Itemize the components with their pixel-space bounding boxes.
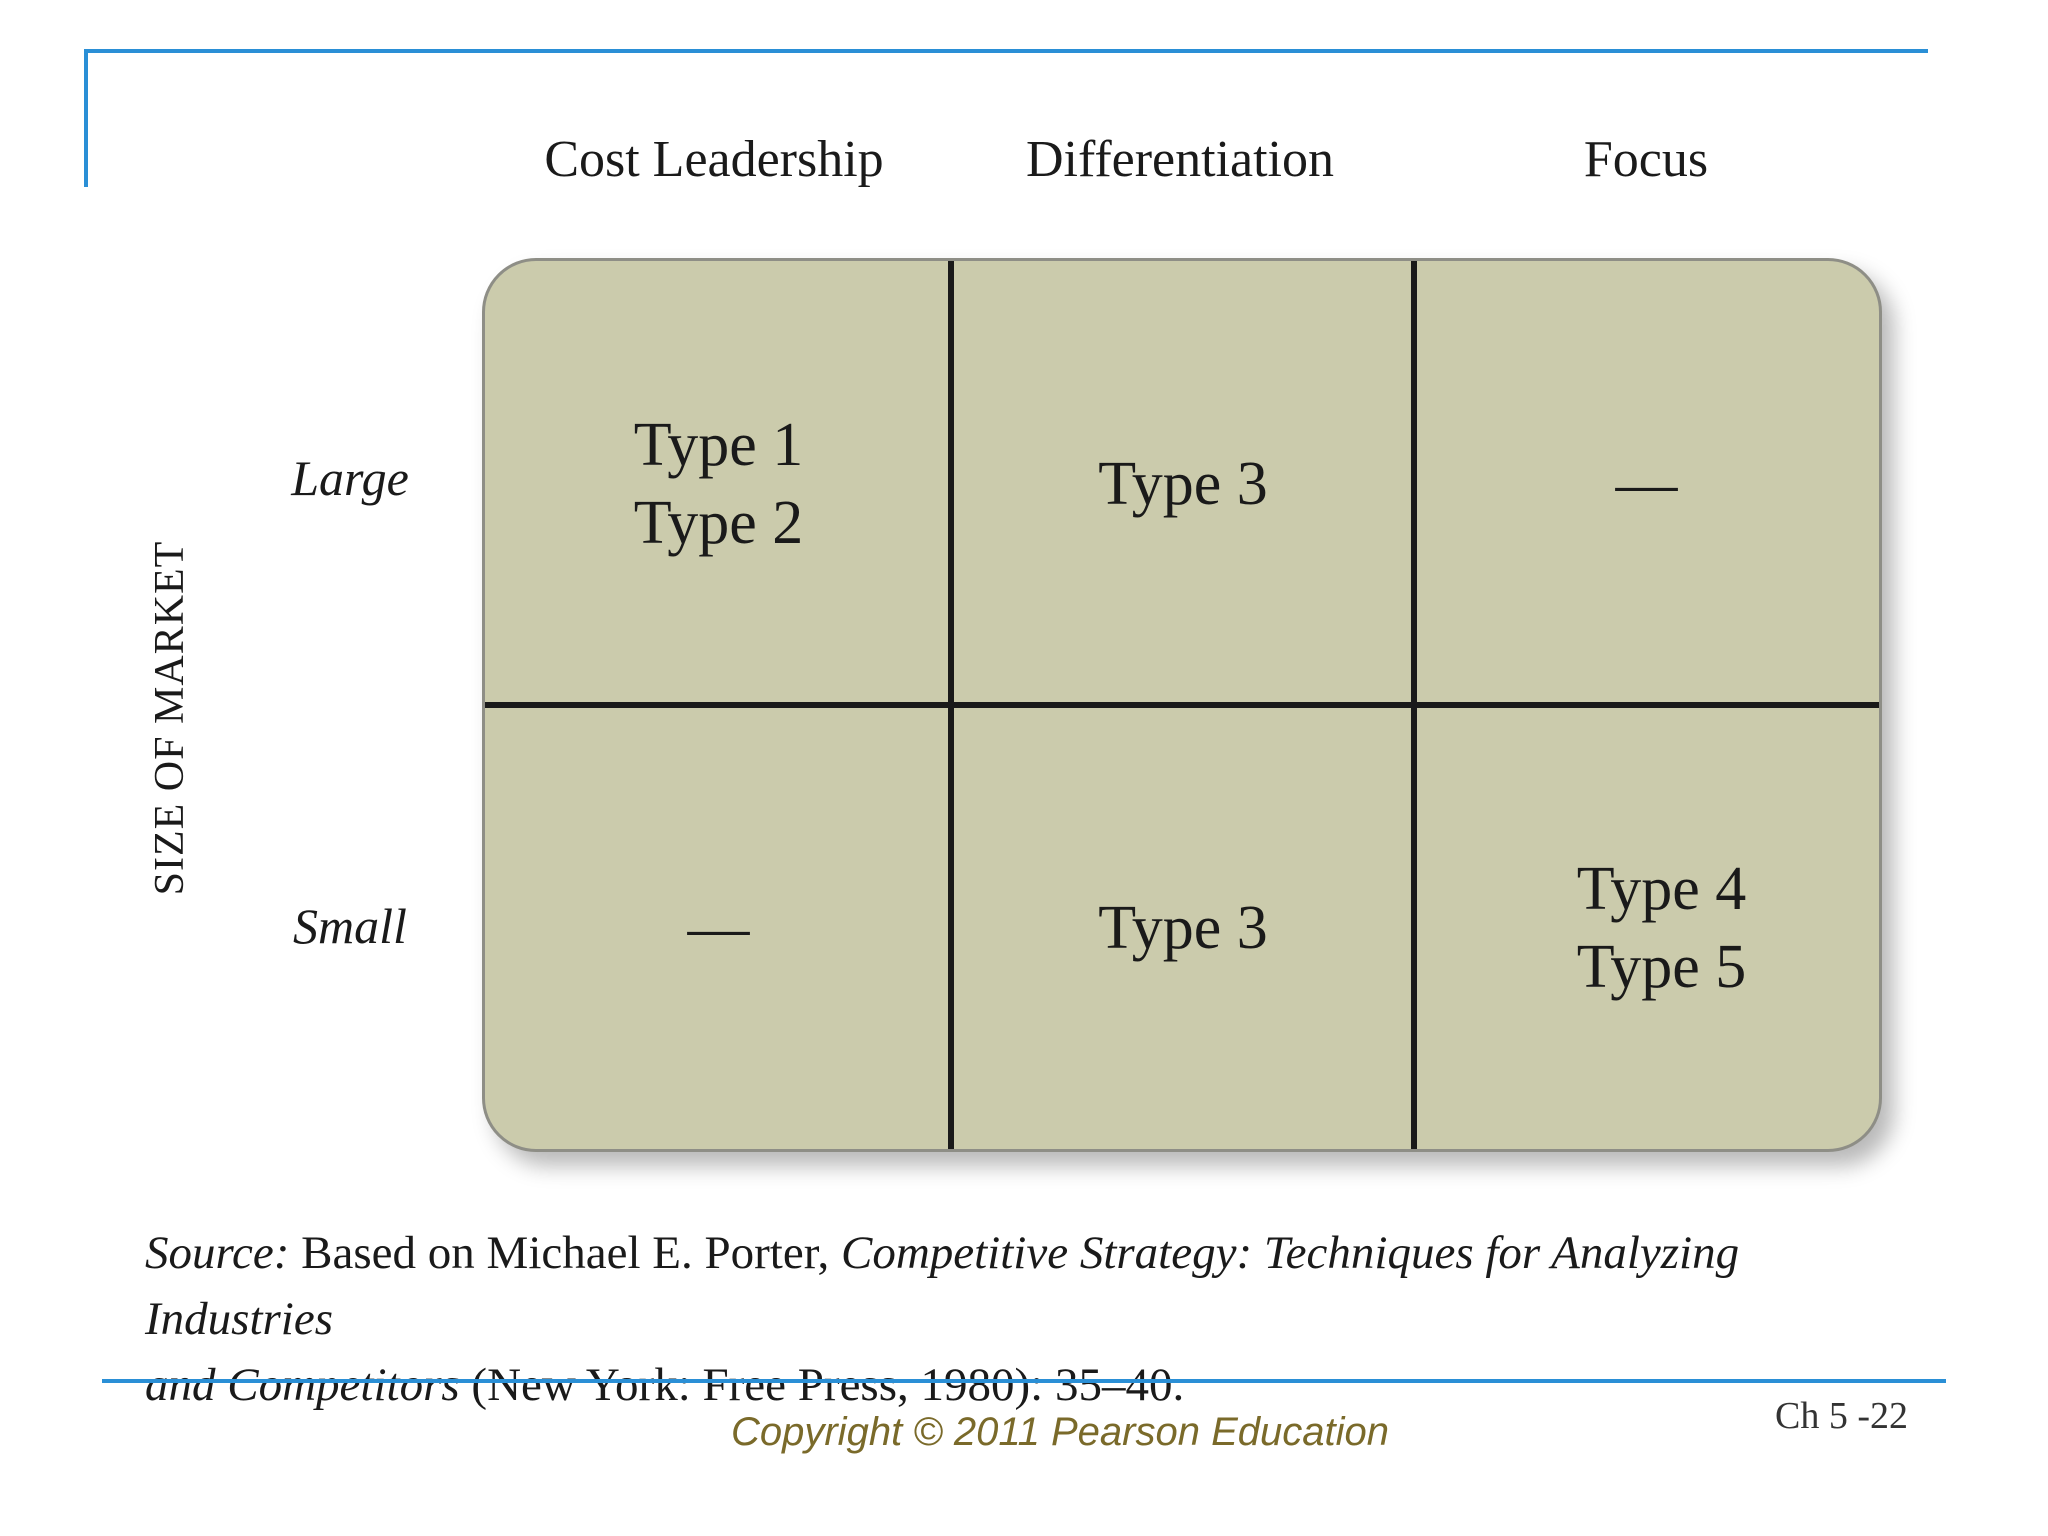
row-label-large: Large [291,450,409,506]
grid-divider-horizontal [485,702,1879,708]
cell-entry: Type 4 [1576,854,1747,923]
copyright-notice: Copyright © 2011 Pearson Education [730,1410,1390,1454]
source-prefix: Source: [145,1227,290,1279]
matrix-cell-large-cost-leadership: Type 1 Type 2 [485,261,952,706]
column-header-cost-leadership: Cost Leadership [544,131,884,188]
source-book-title: Competitive Strategy: Techniques for Ana… [145,1227,1740,1345]
column-header-focus: Focus [1583,131,1709,188]
column-header-differentiation: Differentiation [1025,131,1335,188]
cell-entry: Type 5 [1576,932,1747,1001]
source-text: Based on Michael E. Porter, [289,1227,841,1279]
cell-entry: Type 3 [1098,893,1268,962]
matrix-cell-small-differentiation: Type 3 [952,706,1414,1149]
row-label-small: Small [293,898,407,954]
bottom-rule [102,1379,1946,1383]
matrix-cell-small-cost-leadership: — [485,706,952,1149]
source-book-title-cont: and Competitors [145,1359,460,1411]
cell-entry: Type 3 [1098,449,1268,518]
cell-entry: Type 1 [633,410,804,479]
left-rule [84,49,88,187]
source-citation: Source: Based on Michael E. Porter, Comp… [145,1220,1925,1418]
strategy-matrix: Type 1 Type 2 Type 3 — — Type 3 Type 4 T… [482,258,1882,1152]
top-rule [84,49,1928,53]
cell-entry: Type 2 [633,488,804,557]
matrix-cell-large-differentiation: Type 3 [952,261,1414,706]
source-publication: (New York: Free Press, 1980): 35–40. [459,1359,1185,1411]
matrix-cell-small-focus: Type 4 Type 5 [1414,706,1879,1149]
matrix-cell-large-focus: — [1414,261,1879,706]
cell-entry: — [1615,449,1678,518]
slide-number: Ch 5 -22 [1775,1395,1908,1437]
y-axis-title: SIZE OF MARKET [147,540,193,896]
cell-entry: — [687,893,750,962]
